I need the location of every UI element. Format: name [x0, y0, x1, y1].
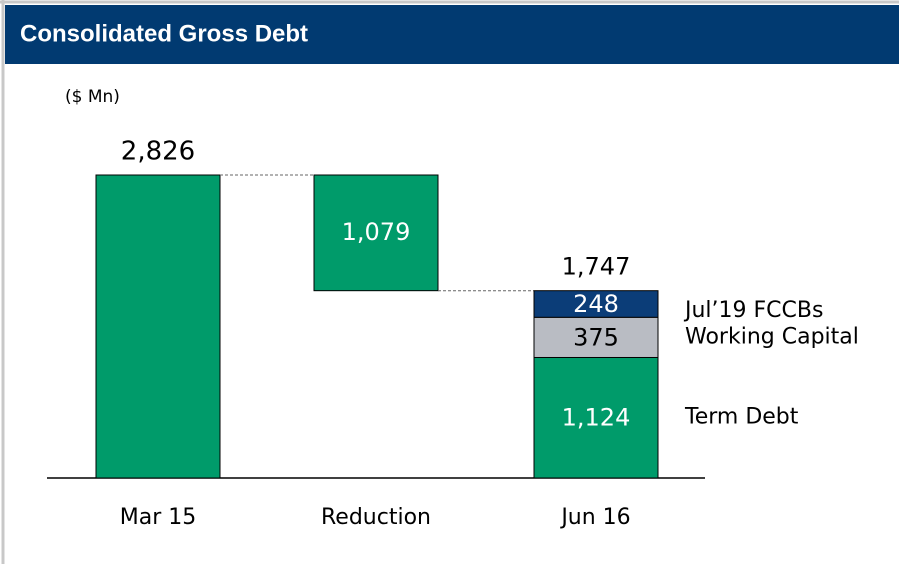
bar-segment	[533, 290, 659, 318]
bar	[313, 174, 439, 292]
value-label: 1,747	[562, 253, 631, 281]
legend-label: Term Debt	[684, 405, 799, 430]
chart-title: Consolidated Gross Debt	[20, 20, 308, 47]
segment-label: 248	[573, 290, 619, 318]
header-band	[5, 5, 899, 64]
bar-segment	[533, 316, 659, 358]
legend-label: Working Capital	[685, 324, 859, 349]
legend-label: Jul’19 FCCBs	[683, 298, 823, 323]
bar-segment	[533, 356, 659, 479]
unit-label: ($ Mn)	[65, 87, 120, 107]
x-tick-label: Reduction	[321, 505, 431, 530]
value-label: 1,079	[342, 218, 411, 246]
segment-label: 375	[573, 323, 619, 351]
bar	[95, 174, 221, 479]
segment-label: 1,124	[562, 404, 631, 432]
x-tick-label: Jun 16	[559, 505, 630, 530]
x-tick-label: Mar 15	[120, 505, 197, 530]
value-label: 2,826	[121, 137, 195, 167]
